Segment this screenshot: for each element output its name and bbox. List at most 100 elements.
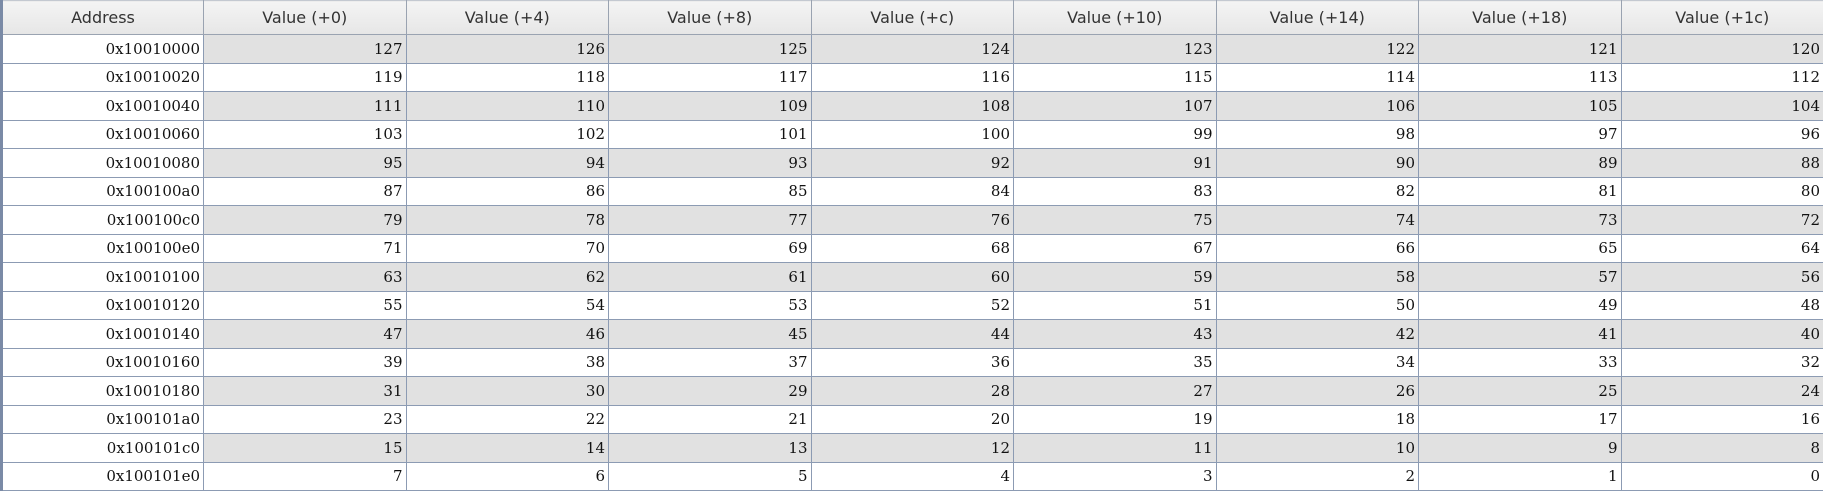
- value-cell[interactable]: 21: [609, 405, 812, 434]
- column-header-value-2[interactable]: Value (+8): [609, 1, 812, 35]
- value-cell[interactable]: 37: [609, 348, 812, 377]
- value-cell[interactable]: 54: [406, 291, 609, 320]
- address-cell[interactable]: 0x10010180: [2, 377, 204, 406]
- value-cell[interactable]: 94: [406, 149, 609, 178]
- value-cell[interactable]: 104: [1621, 92, 1823, 121]
- value-cell[interactable]: 0: [1621, 462, 1823, 491]
- value-cell[interactable]: 105: [1419, 92, 1622, 121]
- value-cell[interactable]: 27: [1014, 377, 1217, 406]
- value-cell[interactable]: 50: [1216, 291, 1419, 320]
- address-cell[interactable]: 0x10010120: [2, 291, 204, 320]
- column-header-value-7[interactable]: Value (+1c): [1621, 1, 1823, 35]
- value-cell[interactable]: 9: [1419, 434, 1622, 463]
- value-cell[interactable]: 20: [811, 405, 1014, 434]
- value-cell[interactable]: 40: [1621, 320, 1823, 349]
- address-cell[interactable]: 0x100100e0: [2, 234, 204, 263]
- value-cell[interactable]: 80: [1621, 177, 1823, 206]
- value-cell[interactable]: 43: [1014, 320, 1217, 349]
- value-cell[interactable]: 90: [1216, 149, 1419, 178]
- value-cell[interactable]: 68: [811, 234, 1014, 263]
- value-cell[interactable]: 33: [1419, 348, 1622, 377]
- value-cell[interactable]: 2: [1216, 462, 1419, 491]
- value-cell[interactable]: 82: [1216, 177, 1419, 206]
- value-cell[interactable]: 3: [1014, 462, 1217, 491]
- value-cell[interactable]: 118: [406, 63, 609, 92]
- value-cell[interactable]: 79: [204, 206, 407, 235]
- column-header-value-6[interactable]: Value (+18): [1419, 1, 1622, 35]
- value-cell[interactable]: 67: [1014, 234, 1217, 263]
- value-cell[interactable]: 111: [204, 92, 407, 121]
- value-cell[interactable]: 7: [204, 462, 407, 491]
- value-cell[interactable]: 127: [204, 35, 407, 64]
- value-cell[interactable]: 123: [1014, 35, 1217, 64]
- value-cell[interactable]: 64: [1621, 234, 1823, 263]
- value-cell[interactable]: 15: [204, 434, 407, 463]
- value-cell[interactable]: 101: [609, 120, 812, 149]
- value-cell[interactable]: 62: [406, 263, 609, 292]
- value-cell[interactable]: 99: [1014, 120, 1217, 149]
- column-header-value-3[interactable]: Value (+c): [811, 1, 1014, 35]
- address-cell[interactable]: 0x100100c0: [2, 206, 204, 235]
- address-cell[interactable]: 0x10010100: [2, 263, 204, 292]
- value-cell[interactable]: 102: [406, 120, 609, 149]
- value-cell[interactable]: 29: [609, 377, 812, 406]
- address-cell[interactable]: 0x10010040: [2, 92, 204, 121]
- value-cell[interactable]: 120: [1621, 35, 1823, 64]
- value-cell[interactable]: 6: [406, 462, 609, 491]
- value-cell[interactable]: 61: [609, 263, 812, 292]
- value-cell[interactable]: 8: [1621, 434, 1823, 463]
- value-cell[interactable]: 35: [1014, 348, 1217, 377]
- value-cell[interactable]: 65: [1419, 234, 1622, 263]
- value-cell[interactable]: 121: [1419, 35, 1622, 64]
- value-cell[interactable]: 31: [204, 377, 407, 406]
- value-cell[interactable]: 18: [1216, 405, 1419, 434]
- column-header-value-4[interactable]: Value (+10): [1014, 1, 1217, 35]
- value-cell[interactable]: 91: [1014, 149, 1217, 178]
- value-cell[interactable]: 22: [406, 405, 609, 434]
- value-cell[interactable]: 26: [1216, 377, 1419, 406]
- value-cell[interactable]: 38: [406, 348, 609, 377]
- value-cell[interactable]: 76: [811, 206, 1014, 235]
- address-cell[interactable]: 0x100101e0: [2, 462, 204, 491]
- value-cell[interactable]: 66: [1216, 234, 1419, 263]
- value-cell[interactable]: 88: [1621, 149, 1823, 178]
- value-cell[interactable]: 30: [406, 377, 609, 406]
- value-cell[interactable]: 25: [1419, 377, 1622, 406]
- value-cell[interactable]: 89: [1419, 149, 1622, 178]
- value-cell[interactable]: 23: [204, 405, 407, 434]
- value-cell[interactable]: 93: [609, 149, 812, 178]
- value-cell[interactable]: 14: [406, 434, 609, 463]
- value-cell[interactable]: 46: [406, 320, 609, 349]
- value-cell[interactable]: 44: [811, 320, 1014, 349]
- value-cell[interactable]: 124: [811, 35, 1014, 64]
- address-cell[interactable]: 0x10010160: [2, 348, 204, 377]
- value-cell[interactable]: 100: [811, 120, 1014, 149]
- value-cell[interactable]: 107: [1014, 92, 1217, 121]
- value-cell[interactable]: 17: [1419, 405, 1622, 434]
- value-cell[interactable]: 70: [406, 234, 609, 263]
- column-header-value-0[interactable]: Value (+0): [204, 1, 407, 35]
- column-header-value-1[interactable]: Value (+4): [406, 1, 609, 35]
- value-cell[interactable]: 95: [204, 149, 407, 178]
- value-cell[interactable]: 71: [204, 234, 407, 263]
- address-cell[interactable]: 0x100101a0: [2, 405, 204, 434]
- value-cell[interactable]: 28: [811, 377, 1014, 406]
- value-cell[interactable]: 16: [1621, 405, 1823, 434]
- value-cell[interactable]: 78: [406, 206, 609, 235]
- value-cell[interactable]: 32: [1621, 348, 1823, 377]
- value-cell[interactable]: 41: [1419, 320, 1622, 349]
- value-cell[interactable]: 81: [1419, 177, 1622, 206]
- value-cell[interactable]: 5: [609, 462, 812, 491]
- value-cell[interactable]: 13: [609, 434, 812, 463]
- value-cell[interactable]: 83: [1014, 177, 1217, 206]
- value-cell[interactable]: 108: [811, 92, 1014, 121]
